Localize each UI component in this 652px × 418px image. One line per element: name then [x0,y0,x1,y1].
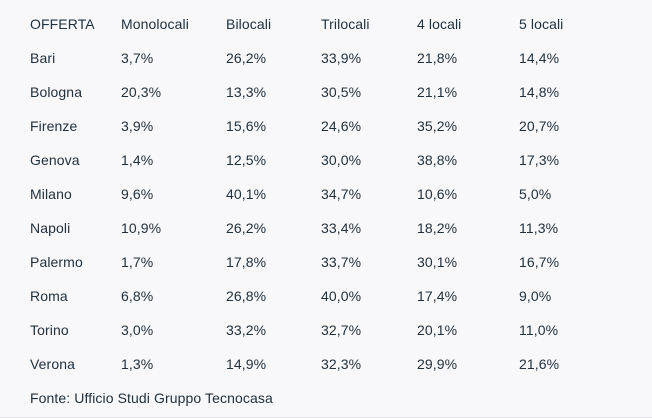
value-cell: 32,7% [321,322,362,338]
value-cell: 34,7% [321,186,362,202]
value-cell: 14,8% [519,84,560,100]
value-cell: 1,3% [121,356,154,372]
value-cell: 26,2% [226,220,267,236]
value-cell: 33,7% [321,254,362,270]
value-cell: 9,6% [121,186,154,202]
table-row: Torino 3,0% 33,2% 32,7% 20,1% 11,0% [30,313,652,347]
value-cell: 40,0% [321,288,362,304]
city-cell: Roma [30,288,68,304]
value-cell: 29,9% [417,356,458,372]
value-cell: 14,4% [519,50,560,66]
value-cell: 5,0% [519,186,552,202]
value-cell: 11,0% [519,322,559,338]
city-cell: Verona [30,356,75,372]
column-header-offerta: OFFERTA [30,16,95,32]
source-row: Fonte: Ufficio Studi Gruppo Tecnocasa [30,381,652,415]
value-cell: 33,9% [321,50,362,66]
value-cell: 26,8% [226,288,267,304]
table-row: Bari 3,7% 26,2% 33,9% 21,8% 14,4% [30,41,652,75]
value-cell: 14,9% [226,356,267,372]
source-note: Fonte: Ufficio Studi Gruppo Tecnocasa [30,390,273,406]
city-cell: Genova [30,152,80,168]
city-cell: Palermo [30,254,83,270]
value-cell: 21,8% [417,50,458,66]
value-cell: 33,2% [226,322,267,338]
value-cell: 38,8% [417,152,458,168]
value-cell: 30,1% [417,254,458,270]
city-cell: Napoli [30,220,71,236]
value-cell: 1,4% [121,152,154,168]
table-row: Roma 6,8% 26,8% 40,0% 17,4% 9,0% [30,279,652,313]
value-cell: 21,6% [519,356,560,372]
value-cell: 30,5% [321,84,362,100]
city-cell: Bari [30,50,56,66]
value-cell: 17,3% [519,152,560,168]
value-cell: 9,0% [519,288,552,304]
city-cell: Milano [30,186,72,202]
table-row: Verona 1,3% 14,9% 32,3% 29,9% 21,6% [30,347,652,381]
value-cell: 33,4% [321,220,362,236]
value-cell: 17,8% [226,254,267,270]
table-row: Palermo 1,7% 17,8% 33,7% 30,1% 16,7% [30,245,652,279]
value-cell: 35,2% [417,118,458,134]
value-cell: 20,3% [121,84,162,100]
value-cell: 16,7% [519,254,560,270]
value-cell: 10,9% [121,220,162,236]
value-cell: 6,8% [121,288,154,304]
table-header-row: OFFERTA Monolocali Bilocali Trilocali 4 … [30,7,652,41]
value-cell: 15,6% [226,118,267,134]
value-cell: 26,2% [226,50,267,66]
column-header-4-locali: 4 locali [417,16,462,32]
table-row: Milano 9,6% 40,1% 34,7% 10,6% 5,0% [30,177,652,211]
value-cell: 24,6% [321,118,362,134]
value-cell: 20,1% [417,322,458,338]
table-row: Napoli 10,9% 26,2% 33,4% 18,2% 11,3% [30,211,652,245]
value-cell: 20,7% [519,118,560,134]
column-header-monolocali: Monolocali [121,16,189,32]
city-cell: Bologna [30,84,83,100]
value-cell: 10,6% [417,186,458,202]
table-row: Genova 1,4% 12,5% 30,0% 38,8% 17,3% [30,143,652,177]
table-row: Bologna 20,3% 13,3% 30,5% 21,1% 14,8% [30,75,652,109]
value-cell: 13,3% [226,84,267,100]
column-header-5-locali: 5 locali [519,16,564,32]
value-cell: 11,3% [519,220,559,236]
column-header-bilocali: Bilocali [226,16,272,32]
value-cell: 30,0% [321,152,362,168]
value-cell: 3,7% [121,50,154,66]
table-row: Firenze 3,9% 15,6% 24,6% 35,2% 20,7% [30,109,652,143]
city-cell: Torino [30,322,69,338]
value-cell: 21,1% [417,84,458,100]
value-cell: 3,0% [121,322,154,338]
value-cell: 40,1% [226,186,267,202]
value-cell: 3,9% [121,118,154,134]
value-cell: 1,7% [121,254,154,270]
value-cell: 18,2% [417,220,458,236]
value-cell: 12,5% [226,152,267,168]
value-cell: 32,3% [321,356,362,372]
column-header-trilocali: Trilocali [321,16,370,32]
value-cell: 17,4% [417,288,458,304]
city-cell: Firenze [30,118,78,134]
